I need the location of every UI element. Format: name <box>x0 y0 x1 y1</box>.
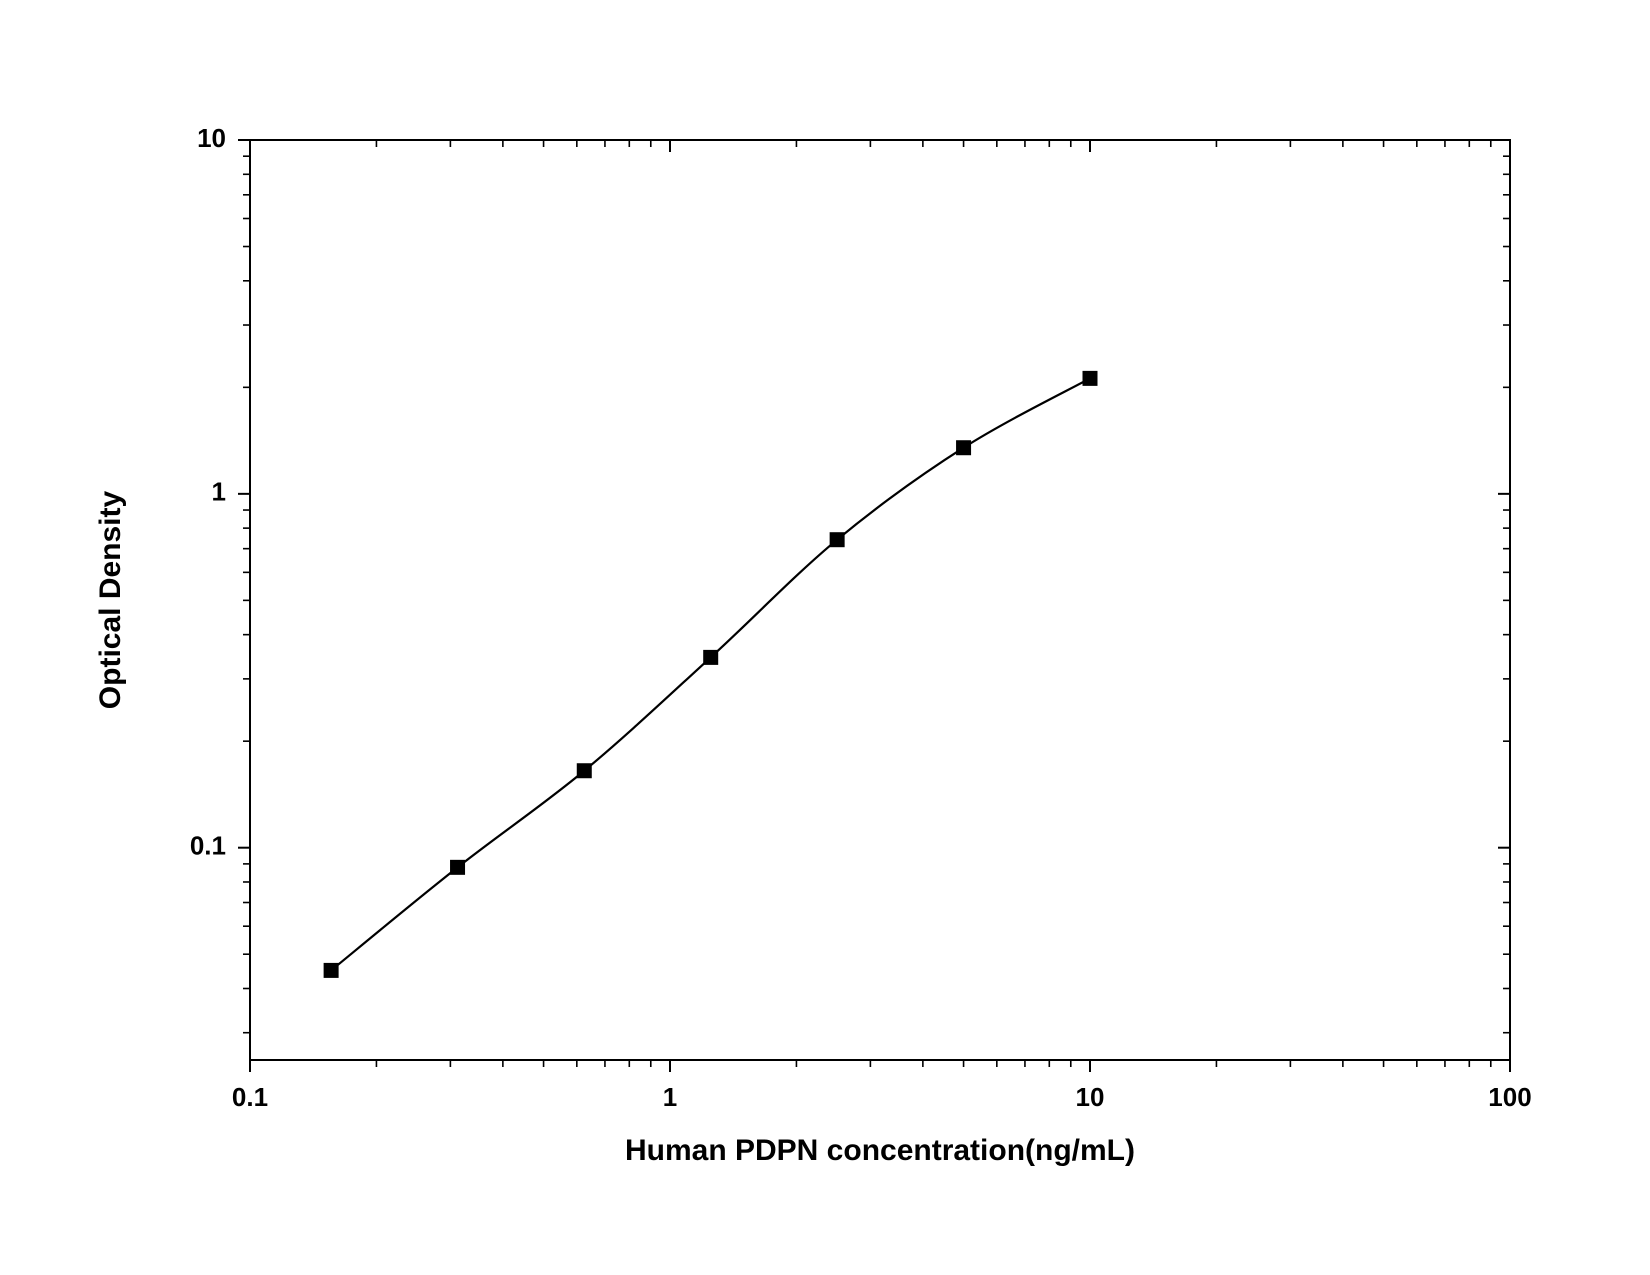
x-tick-label: 1 <box>663 1082 677 1112</box>
data-marker <box>830 533 844 547</box>
chart-container: 0.1 1 10 100 0.1 1 10 Human PDPN concentration(… <box>0 0 1650 1275</box>
data-marker <box>704 650 718 664</box>
y-tick-label: 0.1 <box>190 831 226 861</box>
y-tick-label: 1 <box>212 477 226 507</box>
data-marker <box>957 441 971 455</box>
x-axis-label: Human PDPN concentration(ng/mL) <box>625 1134 1135 1167</box>
y-tick-label: 10 <box>197 123 226 153</box>
y-axis-label: Optical Density <box>94 490 127 709</box>
data-marker <box>451 860 465 874</box>
x-tick-label: 0.1 <box>232 1082 268 1112</box>
data-marker <box>324 963 338 977</box>
standard-curve-chart: 0.1 1 10 100 0.1 1 10 Human PDPN concentration(… <box>0 0 1650 1275</box>
data-marker <box>577 764 591 778</box>
data-marker <box>1083 371 1097 385</box>
x-tick-label: 100 <box>1488 1082 1531 1112</box>
x-tick-label: 10 <box>1076 1082 1105 1112</box>
